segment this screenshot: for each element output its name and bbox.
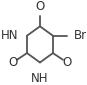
Text: NH: NH xyxy=(31,72,49,85)
Text: O: O xyxy=(35,0,45,13)
Text: O: O xyxy=(62,56,71,69)
Text: Br: Br xyxy=(74,29,87,42)
Text: O: O xyxy=(8,56,17,69)
Text: HN: HN xyxy=(1,29,18,42)
